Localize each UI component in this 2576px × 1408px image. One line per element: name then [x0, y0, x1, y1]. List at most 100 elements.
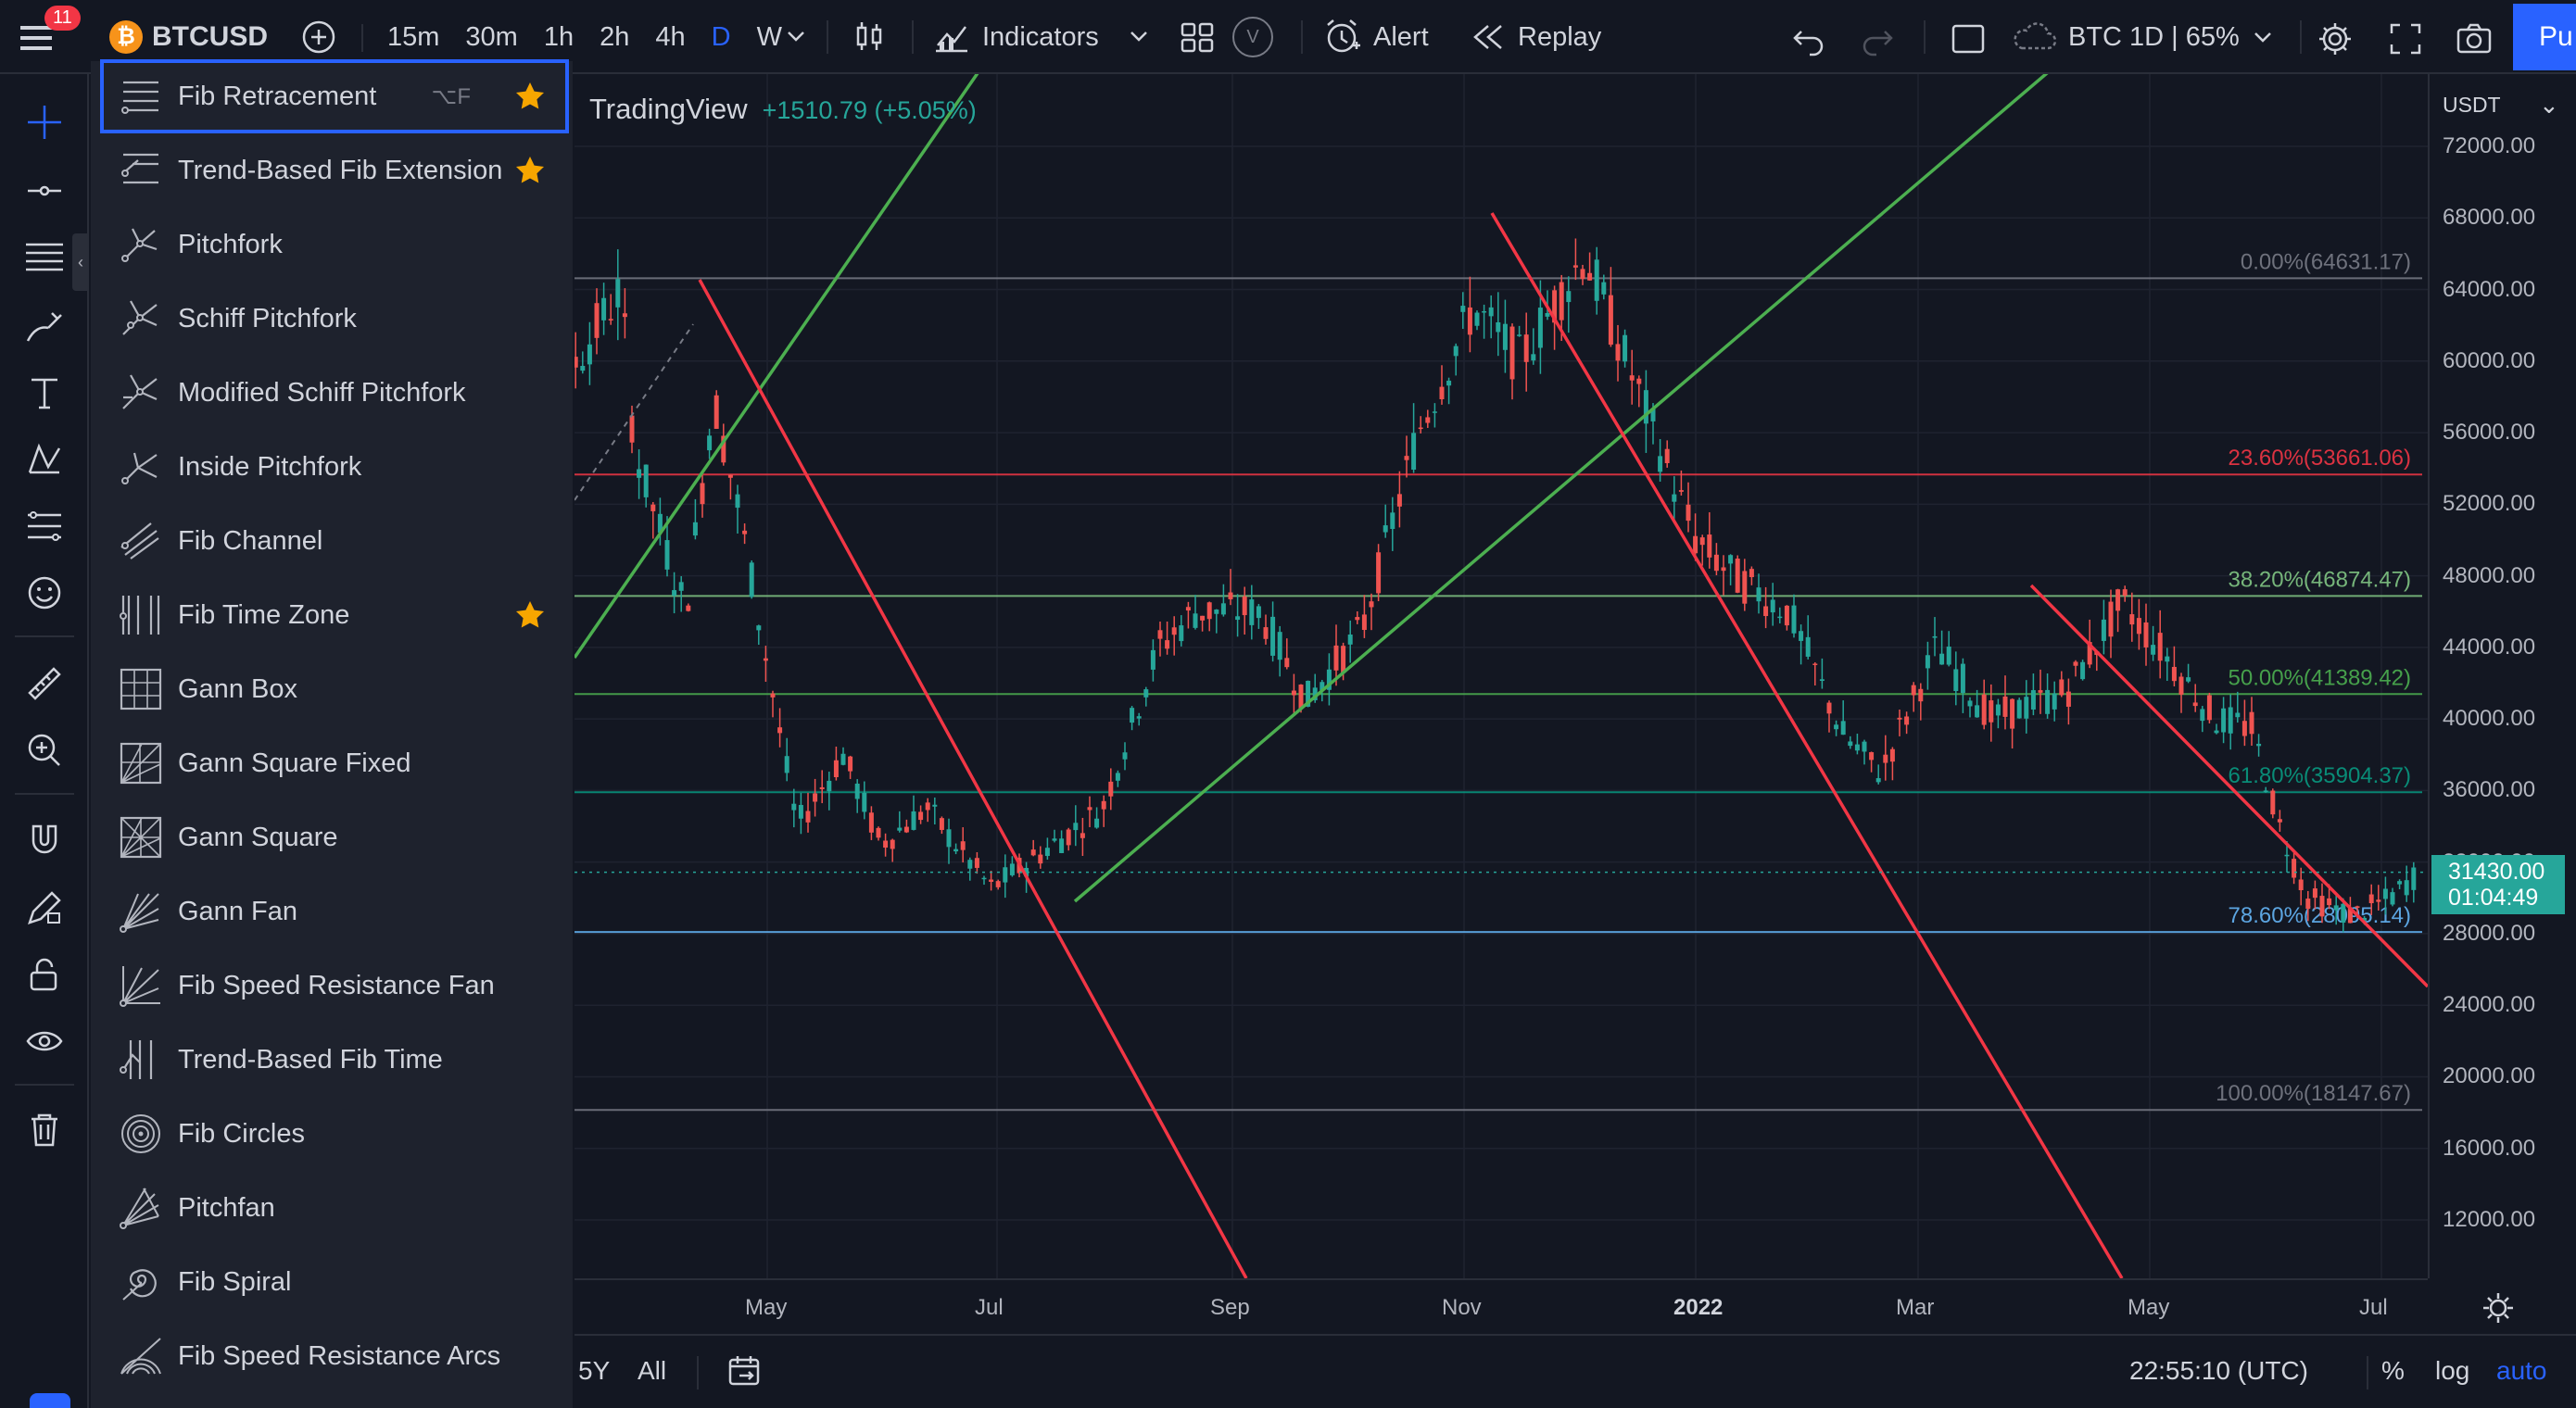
menu-item-trend-based-fib-time[interactable]: Trend-Based Fib Time	[102, 1025, 567, 1095]
range-all-button[interactable]: All	[638, 1356, 667, 1385]
icons-tool[interactable]	[19, 567, 70, 619]
layout-name-label: BTC 1D | 65%	[2068, 21, 2240, 52]
zoom-in-tool[interactable]	[19, 724, 70, 776]
remove-drawings-tool[interactable]	[19, 1104, 70, 1156]
fullscreen-button[interactable]	[2381, 15, 2430, 63]
candle-body	[1678, 490, 1684, 492]
interval-dropdown-button[interactable]	[784, 22, 808, 55]
candle-body	[1467, 307, 1472, 335]
interval-2h[interactable]: 2h	[600, 21, 630, 52]
hide-drawings-tool[interactable]	[19, 1015, 70, 1067]
candle-body	[995, 881, 1001, 887]
redo-button[interactable]	[1853, 17, 1901, 65]
v-badge-button[interactable]: V	[1232, 17, 1273, 57]
star-icon[interactable]	[513, 598, 547, 632]
collapse-arrow-button[interactable]: ‹	[72, 233, 89, 291]
settings-button[interactable]	[2311, 15, 2359, 63]
candle-body	[1995, 704, 2001, 716]
auto-scale-toggle[interactable]: auto	[2496, 1356, 2547, 1385]
compare-symbol-button[interactable]	[295, 13, 343, 61]
candle-body	[1946, 647, 1951, 665]
main-menu-button[interactable]	[17, 15, 69, 61]
magnet-mode-tool[interactable]	[19, 813, 70, 865]
stay-in-drawing-mode-tool[interactable]	[19, 882, 70, 934]
symbol-search-button[interactable]: ₿ BTCUSD	[109, 0, 268, 74]
candle-body	[1341, 646, 1346, 673]
time-tick-label: Sep	[1210, 1295, 1250, 1320]
layout-select-button[interactable]	[1944, 15, 1992, 63]
candle-body	[2186, 677, 2191, 682]
save-layout-button[interactable]: BTC 1D | 65%	[2011, 0, 2275, 74]
candle-body	[1699, 537, 1705, 546]
templates-button[interactable]	[1173, 13, 1221, 61]
menu-item-gann-box[interactable]: Gann Box	[102, 654, 567, 724]
menu-item-schiff-pitchfork[interactable]: Schiff Pitchfork	[102, 283, 567, 354]
menu-item-fib-spiral[interactable]: Fib Spiral	[102, 1247, 567, 1317]
menu-item-fib-retracement[interactable]: Fib Retracement ⌥F	[100, 59, 569, 133]
candle-body	[2065, 691, 2071, 707]
indicators-button[interactable]: Indicators	[932, 0, 1099, 74]
menu-item-gann-square[interactable]: Gann Square	[102, 802, 567, 873]
candle-body	[1291, 690, 1296, 696]
menu-item-fib-speed-resistance-arcs[interactable]: Fib Speed Resistance Arcs	[102, 1321, 567, 1391]
interval-30m[interactable]: 30m	[465, 21, 518, 52]
candle-body	[2024, 697, 2029, 719]
fib-level-label: 100.00%(18147.67)	[2216, 1081, 2411, 1106]
candle-body	[833, 760, 839, 778]
menu-item-gann-square-fixed[interactable]: Gann Square Fixed	[102, 728, 567, 798]
menu-item-label: Schiff Pitchfork	[178, 303, 357, 333]
text-tool[interactable]	[19, 367, 70, 419]
menu-item-fib-channel[interactable]: Fib Channel	[102, 506, 567, 576]
interval-15m[interactable]: 15m	[387, 21, 440, 52]
price-chart[interactable]: 0.00%(64631.17) 23.60%(53661.06) 38.20%(46…	[573, 7, 2430, 1279]
chart-settings-button[interactable]	[2480, 1289, 2517, 1326]
alert-button[interactable]: Alert	[1323, 0, 1429, 74]
replay-button[interactable]: Replay	[1470, 0, 1601, 74]
price-axis[interactable]: USDT ⌄ 72000.00 68000.00 64000.00 60000.00 5…	[2428, 74, 2576, 1278]
menu-item-pitchfork[interactable]: Pitchfork	[102, 209, 567, 280]
candle-body	[2270, 790, 2276, 815]
pencil-lock-icon	[28, 891, 61, 924]
chart-type-button[interactable]	[845, 13, 893, 61]
interval-w[interactable]: W	[756, 21, 782, 52]
fib-tools-group[interactable]	[19, 232, 70, 283]
date-range-button[interactable]	[726, 1352, 764, 1394]
patterns-tool[interactable]	[19, 434, 70, 485]
interval-4h[interactable]: 4h	[655, 21, 686, 52]
lock-drawings-tool[interactable]	[19, 949, 70, 1000]
menu-item-trend-based-fib-extension[interactable]: Trend-Based Fib Extension	[102, 135, 567, 206]
candle-body	[1101, 800, 1106, 810]
menu-item-fib-time-zone[interactable]: Fib Time Zone	[102, 580, 567, 650]
menu-item-inside-pitchfork[interactable]: Inside Pitchfork	[102, 432, 567, 502]
currency-label[interactable]: USDT	[2443, 93, 2501, 117]
menu-item-label: Trend-Based Fib Time	[178, 1044, 443, 1075]
fib-retracement-icon	[115, 70, 167, 122]
measure-tool[interactable]	[19, 658, 70, 710]
candle-body	[2101, 619, 2106, 641]
star-icon[interactable]	[513, 154, 547, 187]
menu-item-fib-circles[interactable]: Fib Circles	[102, 1099, 567, 1169]
percent-scale-toggle[interactable]: %	[2381, 1356, 2405, 1385]
interval-1h[interactable]: 1h	[543, 21, 575, 52]
range-5y-button[interactable]: 5Y	[578, 1356, 611, 1385]
indicators-dropdown-button[interactable]	[1127, 22, 1151, 55]
utc-clock[interactable]: 22:55:10 (UTC)	[2129, 1356, 2308, 1385]
menu-item-fib-speed-resistance-fan[interactable]: Fib Speed Resistance Fan	[102, 950, 567, 1021]
prediction-tool[interactable]	[19, 500, 70, 552]
menu-item-gann-fan[interactable]: Gann Fan	[102, 876, 567, 947]
star-icon[interactable]	[513, 80, 547, 113]
menu-item-pitchfan[interactable]: Pitchfan	[102, 1173, 567, 1243]
interval-d[interactable]: D	[711, 21, 731, 52]
snapshot-button[interactable]	[2450, 15, 2498, 63]
time-axis[interactable]: May Jul Sep Nov 2022 Mar May Jul	[575, 1278, 2428, 1334]
brush-tool[interactable]	[19, 300, 70, 352]
candle-body	[2192, 702, 2198, 707]
menu-item-modified-schiff-pitchfork[interactable]: Modified Schiff Pitchfork	[102, 358, 567, 428]
trend-line-tool[interactable]	[19, 165, 70, 217]
undo-button[interactable]	[1785, 17, 1833, 65]
candle-body	[953, 849, 959, 852]
hamburger-icon	[20, 26, 52, 50]
crosshair-tool[interactable]	[19, 96, 70, 148]
publish-button[interactable]: Pu	[2513, 4, 2576, 70]
log-scale-toggle[interactable]: log	[2435, 1356, 2470, 1385]
